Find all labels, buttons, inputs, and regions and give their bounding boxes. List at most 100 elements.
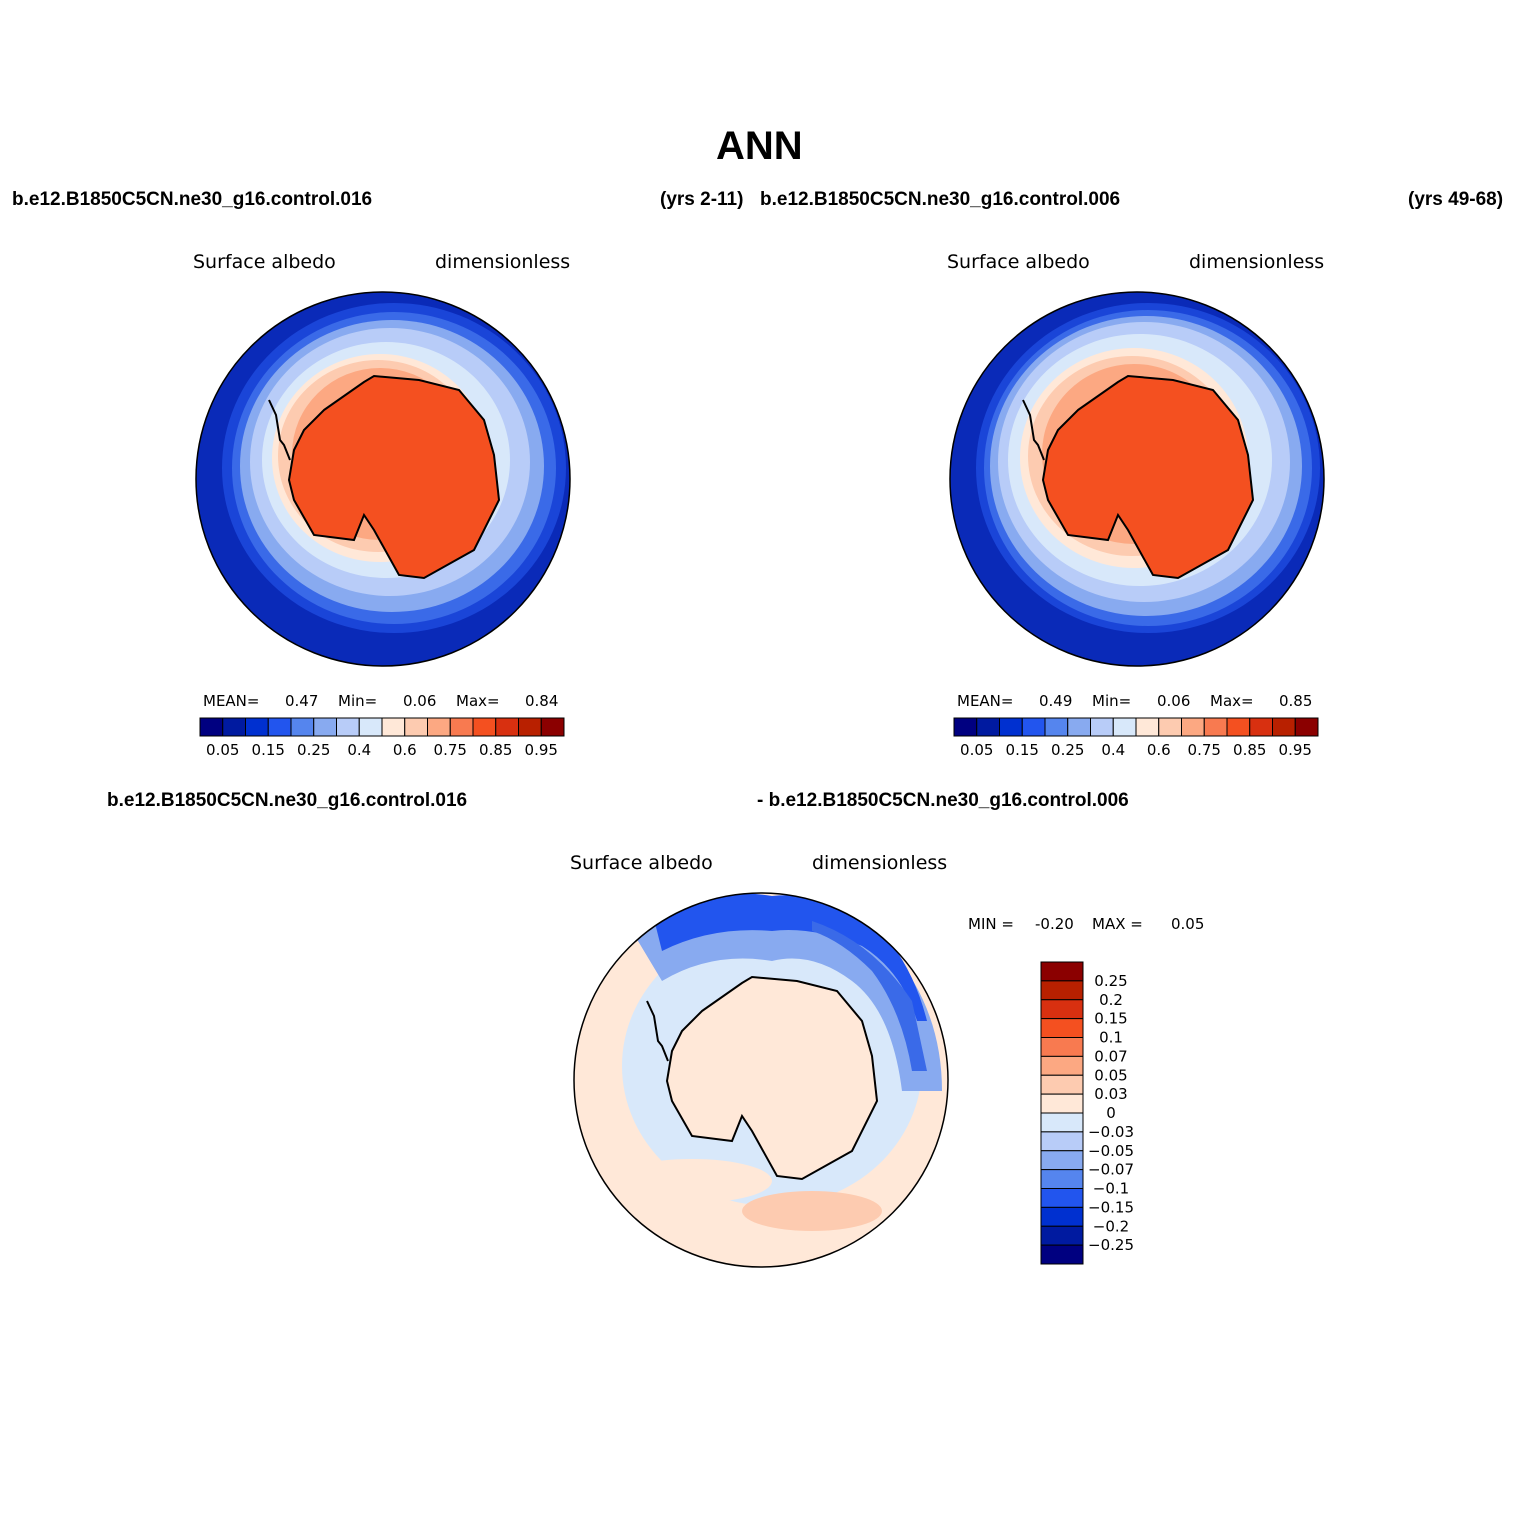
panel1-mean-label: MEAN= xyxy=(203,692,260,710)
colorbar-tick-label: 0.6 xyxy=(1147,741,1171,759)
diff-min-value: -0.20 xyxy=(1035,915,1074,933)
colorbar-swatch xyxy=(1040,1206,1084,1227)
colorbar-swatch xyxy=(290,717,315,737)
colorbar-swatch xyxy=(1090,717,1114,737)
colorbar-swatch xyxy=(1040,1188,1084,1208)
colorbar-tick-label: 0.2 xyxy=(1099,991,1123,1009)
colorbar-swatch xyxy=(267,717,292,737)
colorbar-swatch xyxy=(199,717,224,737)
panel2-units: dimensionless xyxy=(1189,251,1325,273)
colorbar-swatch xyxy=(976,717,1000,737)
colorbar-swatch xyxy=(495,717,519,737)
colorbar-tick-label: −0.03 xyxy=(1088,1123,1134,1141)
colorbar-swatch xyxy=(313,717,337,737)
colorbar-tick-label: −0.15 xyxy=(1088,1198,1134,1216)
colorbar-swatch xyxy=(472,717,497,737)
left-run-label: b.e12.B1850C5CN.ne30_g16.control.016 xyxy=(12,189,373,210)
colorbar-tick-label: 0.03 xyxy=(1094,1085,1127,1103)
colorbar-swatch xyxy=(1040,961,1084,982)
colorbar-swatch xyxy=(1040,1112,1084,1133)
colorbar-tick-label: 0.4 xyxy=(347,741,371,759)
colorbar-swatch xyxy=(1112,717,1137,737)
colorbar-swatch xyxy=(1272,717,1296,737)
colorbar-swatch xyxy=(540,717,565,737)
page-title: ANN xyxy=(716,124,803,168)
colorbar-swatch xyxy=(1040,980,1084,1001)
colorbar-swatch xyxy=(1067,717,1091,737)
colorbar-tick-label: 0 xyxy=(1106,1104,1116,1122)
panel2-max-label: Max= xyxy=(1210,692,1254,710)
right-run-label: b.e12.B1850C5CN.ne30_g16.control.006 xyxy=(760,189,1121,210)
diff-panel-variable: Surface albedo xyxy=(570,852,713,874)
panel2-min-value: 0.06 xyxy=(1157,692,1191,710)
panel1-variable: Surface albedo xyxy=(193,251,336,273)
colorbar-tick-label: 0.75 xyxy=(1188,741,1221,759)
colorbar-tick-label: 0.4 xyxy=(1101,741,1125,759)
colorbar-swatch xyxy=(1040,1225,1084,1246)
colorbar-swatch xyxy=(999,717,1023,737)
colorbar-swatch xyxy=(427,717,451,737)
colorbar-tick-label: 0.15 xyxy=(1006,741,1039,759)
colorbar-swatch xyxy=(1040,1244,1084,1265)
colorbar-swatch xyxy=(358,717,383,737)
colorbar-swatch xyxy=(953,717,978,737)
panel2-mean-label: MEAN= xyxy=(957,692,1014,710)
diff-run-b-label: - b.e12.B1850C5CN.ne30_g16.control.006 xyxy=(757,790,1129,811)
panel2-mean-value: 0.49 xyxy=(1039,692,1073,710)
colorbar-tick-label: 0.85 xyxy=(479,741,512,759)
colorbar-horizontal-control-016: 0.05 0.15 0.25 0.4 0.6 0.75 0.85 0.95 xyxy=(199,717,565,759)
colorbar-swatch xyxy=(1021,717,1046,737)
colorbar-tick-label: 0.15 xyxy=(252,741,285,759)
right-years-label: (yrs 49-68) xyxy=(1408,189,1504,210)
colorbar-tick-label: 0.6 xyxy=(393,741,417,759)
colorbar-tick-label: 0.05 xyxy=(960,741,993,759)
colorbar-tick-label: 0.95 xyxy=(1279,741,1312,759)
diff-max-label: MAX = xyxy=(1092,915,1143,933)
colorbar-swatch xyxy=(404,717,428,737)
colorbar-swatch xyxy=(1040,1074,1084,1095)
diff-min-label: MIN = xyxy=(968,915,1014,933)
colorbar-tick-label: 0.95 xyxy=(525,741,558,759)
colorbar-tick-label: 0.25 xyxy=(1051,741,1084,759)
colorbar-swatch xyxy=(1040,999,1084,1020)
colorbar-swatch xyxy=(1040,1037,1084,1057)
colorbar-swatch xyxy=(336,717,360,737)
colorbar-swatch xyxy=(1040,1093,1084,1114)
colorbar-swatch xyxy=(449,717,474,737)
panel2-min-label: Min= xyxy=(1092,692,1132,710)
colorbar-swatch xyxy=(1040,1150,1084,1171)
colorbar-horizontal-control-006: 0.05 0.15 0.25 0.4 0.6 0.75 0.85 0.95 xyxy=(953,717,1319,759)
colorbar-swatch xyxy=(1203,717,1228,737)
panel1-min-value: 0.06 xyxy=(403,692,437,710)
diff-run-a-label: b.e12.B1850C5CN.ne30_g16.control.016 xyxy=(107,790,468,811)
colorbar-swatch xyxy=(381,717,406,737)
colorbar-swatch xyxy=(1040,1018,1084,1038)
panel1-mean-value: 0.47 xyxy=(285,692,319,710)
colorbar-tick-label: 0.05 xyxy=(1094,1066,1127,1084)
panel2-max-value: 0.85 xyxy=(1279,692,1313,710)
panel2-variable: Surface albedo xyxy=(947,251,1090,273)
panel1-max-label: Max= xyxy=(456,692,500,710)
colorbar-swatch xyxy=(1044,717,1069,737)
colorbar-tick-label: 0.75 xyxy=(434,741,467,759)
colorbar-swatch xyxy=(518,717,542,737)
colorbar-swatch xyxy=(1226,717,1251,737)
colorbar-tick-label: 0.85 xyxy=(1233,741,1266,759)
colorbar-swatch xyxy=(1181,717,1205,737)
polar-map-control-016 xyxy=(195,291,571,667)
colorbar-tick-label: −0.2 xyxy=(1093,1217,1129,1235)
polar-map-difference xyxy=(573,892,949,1268)
colorbar-swatch xyxy=(222,717,246,737)
panel1-min-label: Min= xyxy=(338,692,378,710)
colorbar-swatch xyxy=(1040,1169,1084,1189)
colorbar-tick-label: −0.05 xyxy=(1088,1142,1134,1160)
colorbar-tick-label: 0.25 xyxy=(297,741,330,759)
colorbar-tick-label: 0.15 xyxy=(1094,1010,1127,1028)
colorbar-swatch xyxy=(1294,717,1319,737)
colorbar-swatch xyxy=(1158,717,1182,737)
colorbar-swatch xyxy=(1135,717,1160,737)
colorbar-tick-label: 0.1 xyxy=(1099,1029,1123,1047)
colorbar-swatch xyxy=(1040,1131,1084,1152)
colorbar-swatch xyxy=(245,717,269,737)
left-years-label: (yrs 2-11) xyxy=(660,189,744,210)
